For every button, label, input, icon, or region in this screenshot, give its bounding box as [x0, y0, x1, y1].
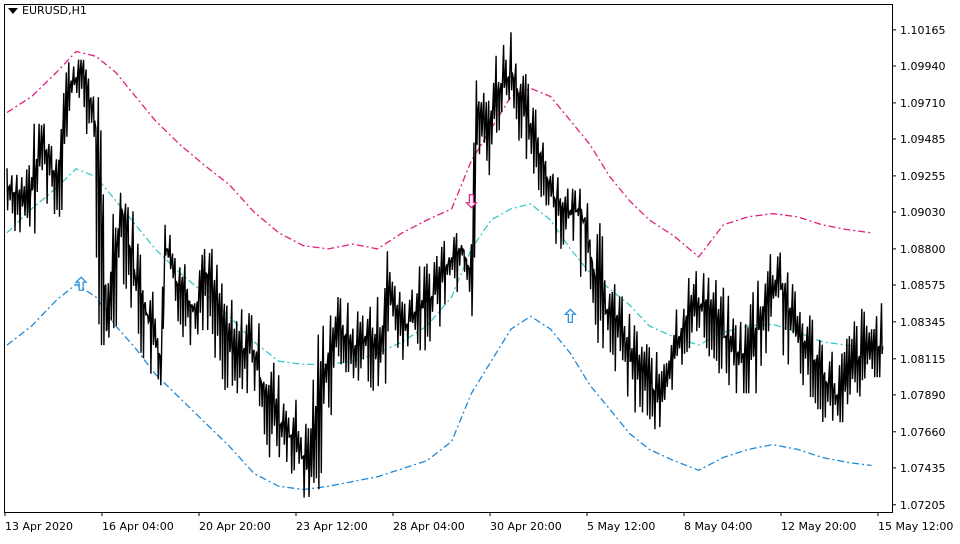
- sell-arrow-icon: [464, 194, 478, 209]
- symbol-text: EURUSD,H1: [22, 4, 87, 17]
- y-tick-label: 1.07660: [900, 426, 946, 439]
- x-tick-label: 5 May 12:00: [587, 520, 655, 533]
- y-tick-label: 1.08800: [900, 243, 946, 256]
- x-tick-label: 23 Apr 12:00: [296, 520, 368, 533]
- middle-band-line: [6, 167, 872, 366]
- buy-arrow-icon: [74, 276, 88, 291]
- y-tick-label: 1.08115: [900, 353, 946, 366]
- price-line: [6, 32, 884, 498]
- price-axis: 1.10165 1.09940 1.09710 1.09485 1.09255 1.090…: [892, 24, 946, 512]
- x-tick-label: 16 Apr 04:00: [102, 520, 174, 533]
- x-tick-label: 8 May 04:00: [684, 520, 752, 533]
- dropdown-triangle-icon[interactable]: [8, 7, 18, 14]
- y-tick-label: 1.09485: [900, 133, 946, 146]
- y-tick-label: 1.07205: [900, 499, 946, 512]
- y-tick-label: 1.08345: [900, 316, 946, 329]
- y-tick-label: 1.07435: [900, 462, 946, 475]
- y-tick-label: 1.10165: [900, 24, 946, 37]
- symbol-timeframe-label[interactable]: EURUSD,H1: [8, 4, 87, 17]
- signal-arrows-layer: [74, 194, 577, 323]
- price-layer: [6, 32, 884, 498]
- y-tick-label: 1.09710: [900, 97, 946, 110]
- x-tick-label: 13 Apr 2020: [5, 520, 73, 533]
- y-tick-label: 1.09940: [900, 60, 946, 73]
- bands-layer: [6, 50, 872, 491]
- y-tick-label: 1.07890: [900, 389, 946, 402]
- x-tick-label: 15 May 12:00: [878, 520, 953, 533]
- x-tick-label: 30 Apr 20:00: [490, 520, 562, 533]
- x-tick-label: 28 Apr 04:00: [393, 520, 465, 533]
- x-tick-label: 20 Apr 20:00: [199, 520, 271, 533]
- buy-arrow-icon: [563, 308, 577, 323]
- y-tick-label: 1.09255: [900, 170, 946, 183]
- time-axis: 13 Apr 2020 16 Apr 04:00 20 Apr 20:00 23 Ap…: [4, 512, 953, 533]
- x-tick-label: 12 May 20:00: [781, 520, 856, 533]
- y-tick-label: 1.09030: [900, 206, 946, 219]
- y-tick-label: 1.08575: [900, 279, 946, 292]
- lower-band-line: [6, 283, 872, 491]
- upper-band-line: [6, 50, 872, 258]
